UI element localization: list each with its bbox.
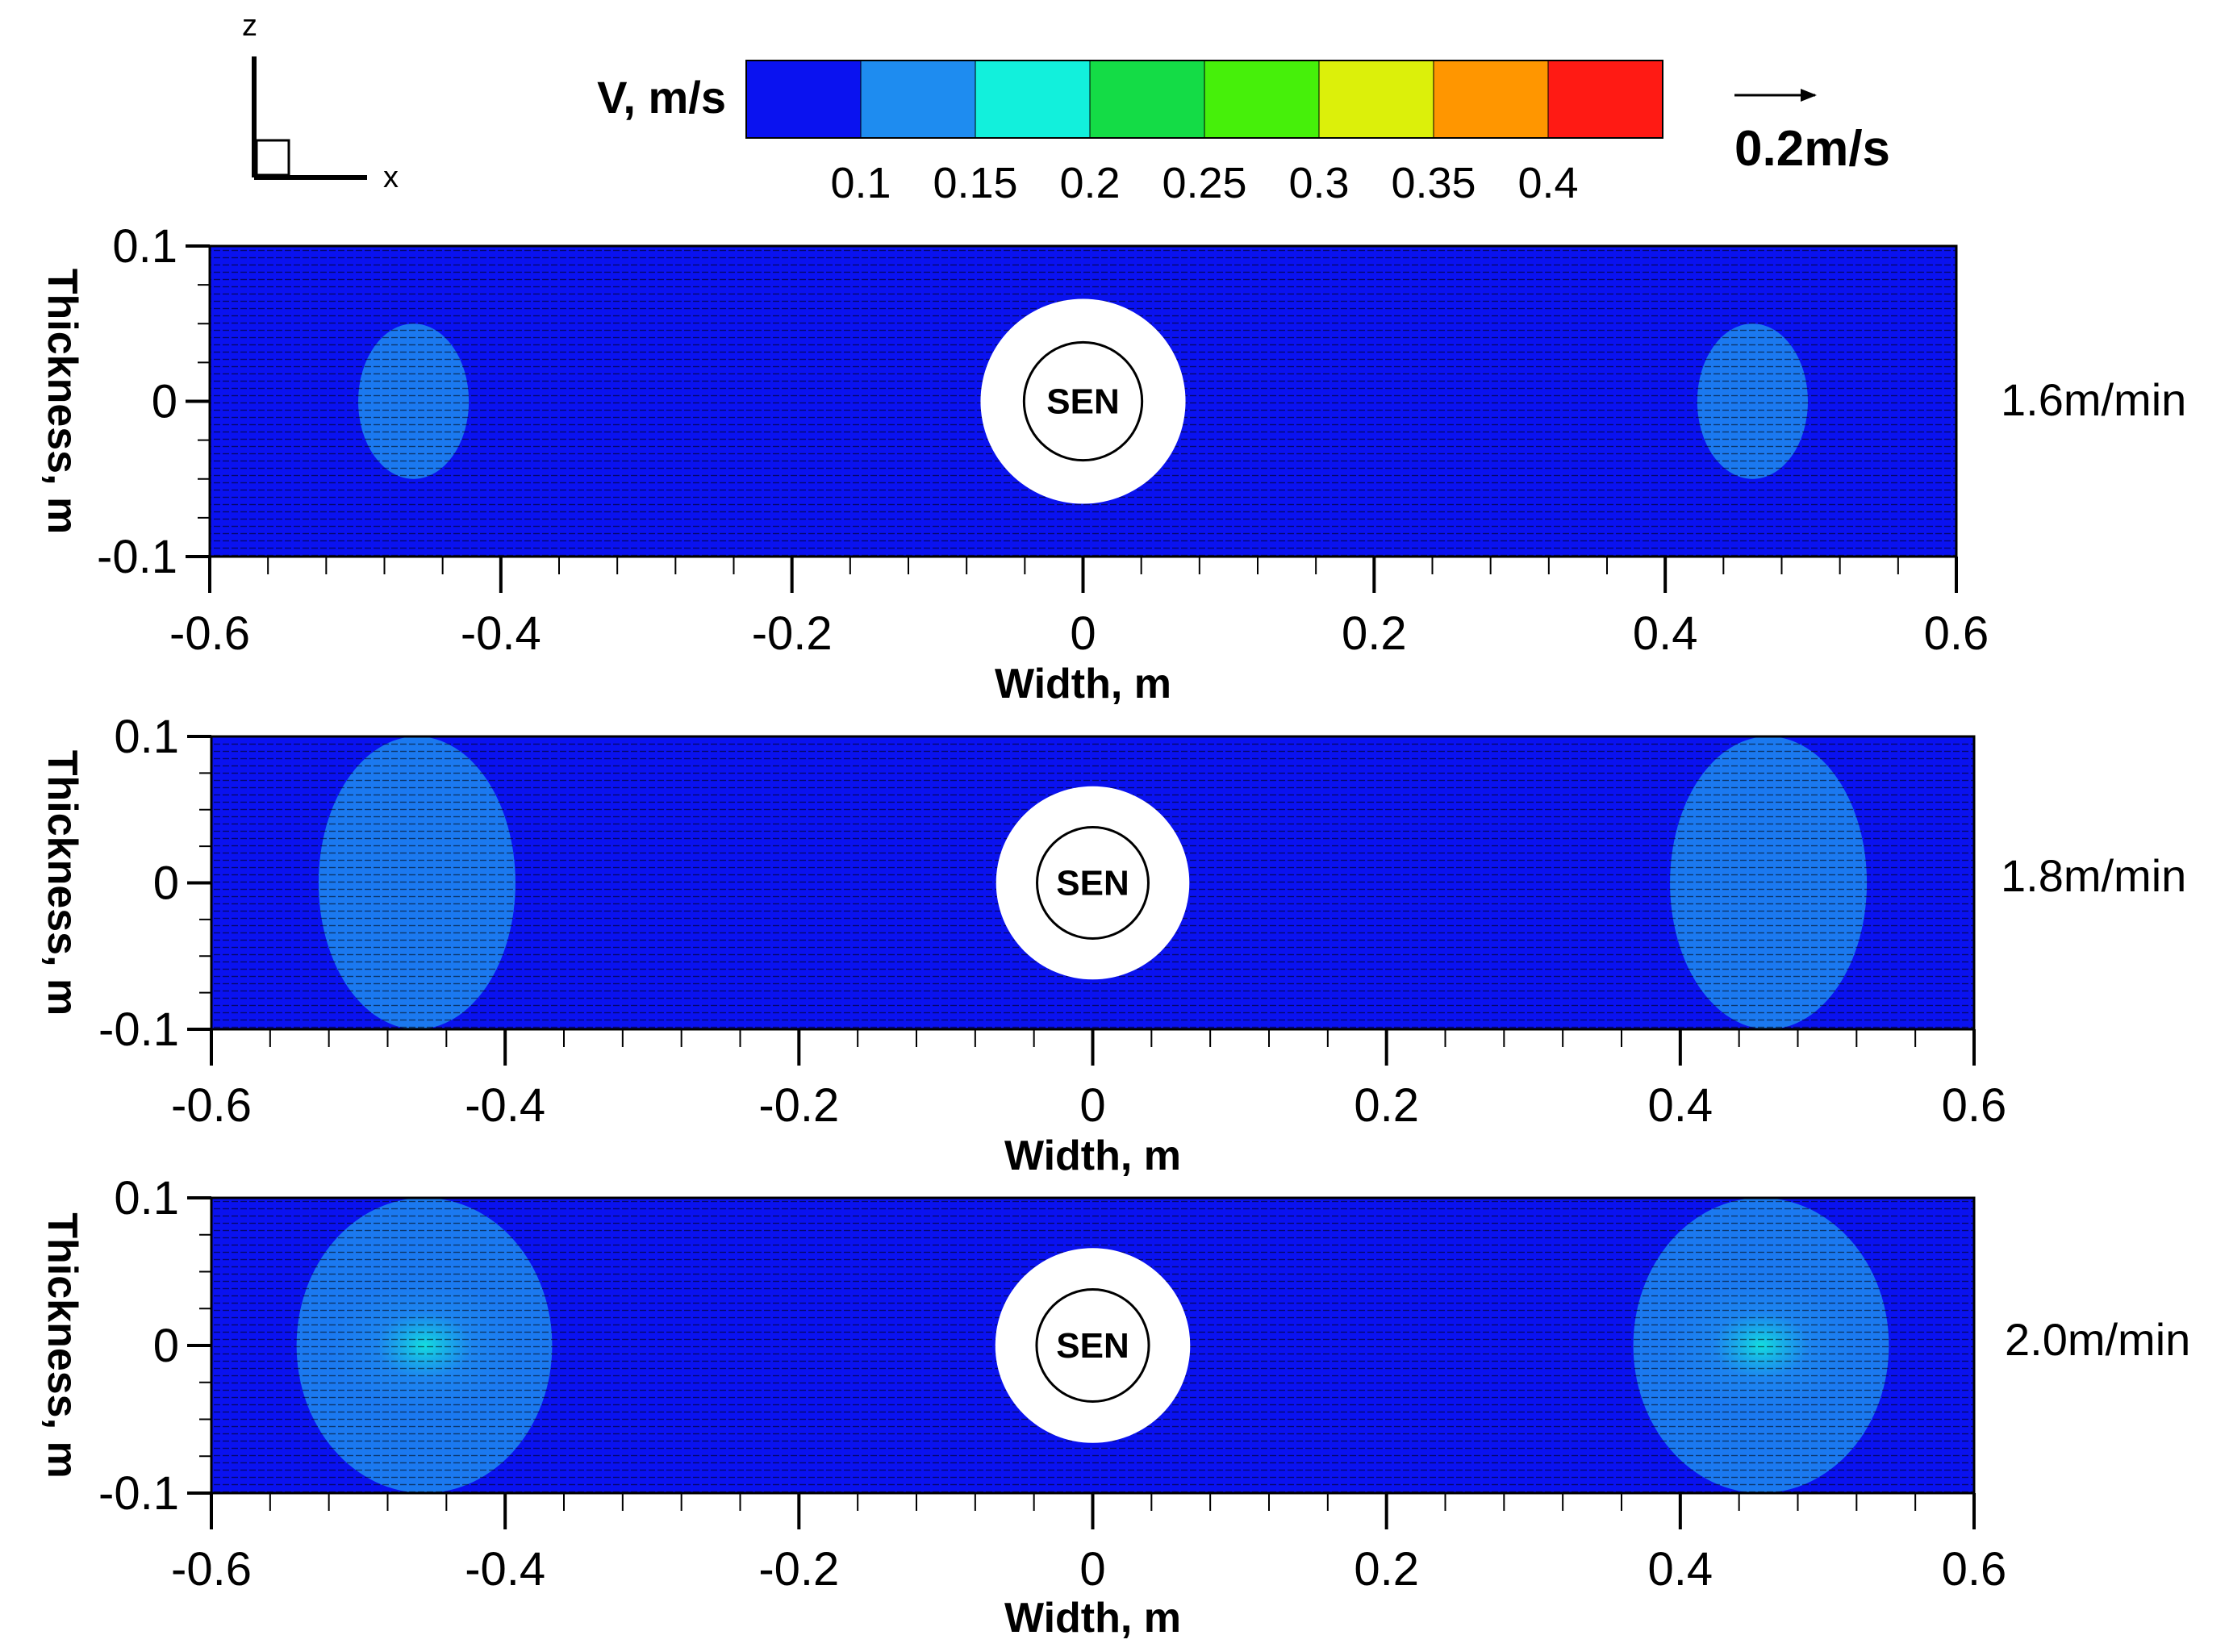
colorbar-tick-label: 0.3 [1288,159,1349,207]
x-tick-label: 0.6 [1942,1543,2007,1596]
y-tick-label: 0.1 [112,220,177,273]
colorbar-tick-label: 0.2 [1059,159,1120,207]
y-tick-label: -0.1 [98,1003,179,1056]
z-axis-label: z [242,9,257,43]
x-tick-label: 0 [1070,607,1096,660]
x-tick-label: -0.6 [171,1543,252,1596]
colorbar-cell [860,60,976,139]
casting-speed-label: 1.8m/min [2001,850,2186,901]
colorbar-tick-label: 0.35 [1391,159,1476,207]
x-tick-label: 0.4 [1648,1543,1713,1596]
x-tick-label: -0.4 [465,1079,545,1132]
colorbar-frame [745,60,1663,139]
x-axis-title: Width, m [1004,1133,1181,1179]
y-tick-label: 0 [152,376,177,428]
colorbar-cell [1204,60,1320,139]
sen-inner-circle [1035,1287,1150,1404]
x-tick-label: 0.6 [1924,607,1989,660]
x-tick-label: -0.6 [169,607,250,660]
y-axis-title: Thickness, m [39,750,86,1016]
x-tick-label: 0.2 [1342,607,1407,660]
sen-label: SEN [1046,382,1119,422]
colorbar: V, m/s 0.1 0.15 0.2 0.25 0.3 0.35 0.4 [597,60,1663,207]
casting-speed-label: 2.0m/min [2005,1314,2190,1365]
sen-outer-circle [996,786,1190,980]
x-axis-label: x [383,161,399,194]
colorbar-tick-label: 0.4 [1517,159,1578,207]
colorbar-tick-label: 0.25 [1162,159,1246,207]
x-tick-label: 0.4 [1633,607,1698,660]
colorbar-cell [1318,60,1434,139]
x-tick-label: 0 [1079,1079,1105,1132]
x-axis-title: Width, m [1004,1595,1181,1642]
panel-casting-speed-1-6: SEN -0.6 -0.4 -0.2 0 0.2 0.4 0.6 0.1 0 -0.1 Width, … [39,220,2186,707]
colorbar-cells [745,60,1663,139]
colorbar-cell [745,60,862,139]
sen-label: SEN [1056,1326,1129,1366]
sen-inner-circle [1036,826,1150,940]
x-tick-label: 0.4 [1648,1079,1713,1132]
y-tick-label: 0 [153,1320,179,1372]
x-tick-label: 0 [1079,1543,1105,1596]
y-tick-label: 0.1 [114,711,179,763]
sen-outer-circle [980,298,1186,504]
colorbar-tick-label: 0.15 [933,159,1017,207]
axes-indicator: z x [242,9,399,194]
sen-label: SEN [1056,864,1129,903]
colorbar-cell [1433,60,1549,139]
sen-inner-circle [1022,340,1144,462]
x-tick-label: -0.2 [758,1543,839,1596]
reference-arrow-head [1801,89,1817,102]
colorbar-title: V, m/s [597,72,726,123]
y-axis-title: Thickness, m [39,269,86,534]
x-tick-label: 0.6 [1942,1079,2007,1132]
panel-casting-speed-1-8: SEN -0.6 -0.4 -0.2 0 0.2 0.4 0.6 0.1 0 -0.1 Width, … [39,711,2186,1179]
x-tick-label: -0.6 [171,1079,252,1132]
y-tick-label: -0.1 [98,1467,179,1520]
colorbar-ticks: 0.1 0.15 0.2 0.25 0.3 0.35 0.4 [830,159,1578,207]
x-tick-label: 0.2 [1354,1543,1419,1596]
x-tick-label: -0.4 [461,607,541,660]
colorbar-cell [975,60,1091,139]
y-tick-label: 0.1 [114,1172,179,1224]
y-tick-label: -0.1 [97,531,177,583]
x-tick-label: -0.2 [752,607,833,660]
sen-outer-circle [995,1248,1191,1443]
colorbar-cell [1547,60,1663,139]
reference-vector-label: 0.2m/s [1734,121,1890,177]
x-tick-label: -0.4 [465,1543,545,1596]
colorbar-cell [1089,60,1205,139]
casting-speed-label: 1.6m/min [2001,374,2186,425]
y-axis-title: Thickness, m [39,1212,86,1478]
x-tick-label: 0.2 [1354,1079,1419,1132]
x-axis-title: Width, m [995,661,1171,707]
y-tick-label: 0 [153,857,179,910]
axes-corner-square [255,139,290,177]
colorbar-tick-label: 0.1 [830,159,891,207]
panel-casting-speed-2-0: SEN -0.6 -0.4 -0.2 0 0.2 0.4 0.6 0.1 0 -0.1 Width, … [39,1172,2190,1642]
reference-vector: 0.2m/s [1734,89,1890,177]
x-tick-label: -0.2 [758,1079,839,1132]
